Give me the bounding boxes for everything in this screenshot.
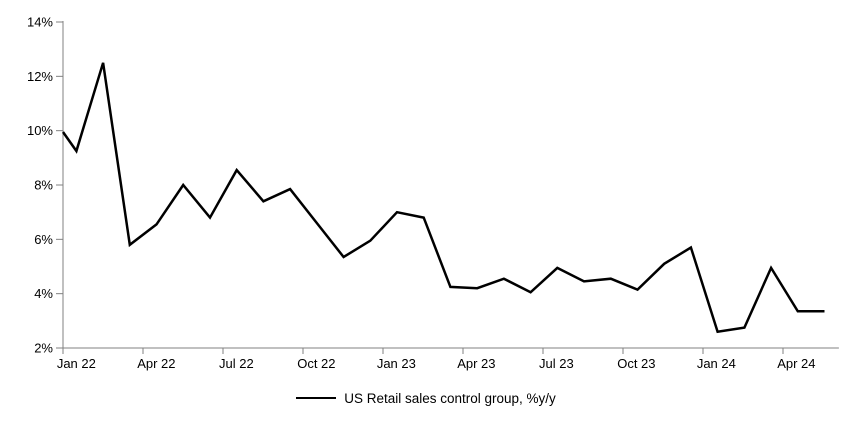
x-tick-label: Jul 23 [539, 356, 574, 371]
x-tick-label: Jan 22 [57, 356, 96, 371]
chart-legend: US Retail sales control group, %y/y [0, 389, 852, 407]
x-tick-label: Apr 24 [777, 356, 815, 371]
x-tick-label: Apr 23 [457, 356, 495, 371]
y-tick-label: 6% [34, 232, 53, 247]
y-tick-label: 8% [34, 178, 53, 193]
data-series-line [61, 62, 825, 334]
y-tick-label: 14% [27, 15, 53, 30]
y-tick-label: 2% [34, 341, 53, 356]
legend-label: US Retail sales control group, %y/y [344, 390, 556, 406]
x-tick-label: Jan 24 [697, 356, 736, 371]
legend-line-marker [296, 397, 337, 399]
y-tick-label: 4% [34, 286, 53, 301]
x-tick-label: Apr 22 [137, 356, 175, 371]
y-tick-label: 12% [27, 69, 53, 84]
x-tick-label: Oct 22 [297, 356, 335, 371]
x-tick-label: Jan 23 [377, 356, 416, 371]
x-tick-label: Jul 22 [219, 356, 254, 371]
x-tick-label: Oct 23 [617, 356, 655, 371]
y-tick-label: 10% [27, 123, 53, 138]
